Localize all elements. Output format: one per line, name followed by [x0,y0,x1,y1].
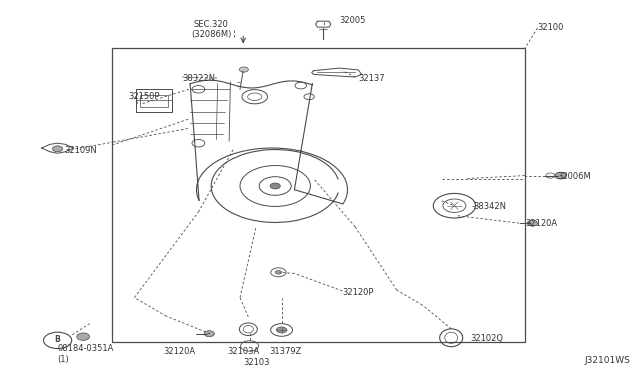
Bar [140,95,168,107]
Circle shape [275,270,282,274]
Bar [136,89,172,112]
Text: 32100: 32100 [538,23,564,32]
Text: 32103: 32103 [243,358,269,367]
Text: 32120P: 32120P [342,288,374,296]
Text: 31379Z: 31379Z [269,347,301,356]
Text: 38342N: 38342N [474,202,507,211]
Text: 08184-0351A
(1): 08184-0351A (1) [58,344,114,364]
Bar [112,48,525,342]
Text: 32005: 32005 [339,16,365,25]
Text: 32120A: 32120A [525,219,557,228]
Circle shape [270,183,280,189]
Text: 32102Q: 32102Q [470,334,504,343]
Text: 32109N: 32109N [64,146,97,155]
Text: 32103A: 32103A [227,347,259,356]
Circle shape [555,172,566,179]
Circle shape [276,327,287,333]
Text: 32150P: 32150P [128,92,159,101]
Circle shape [204,331,214,337]
Circle shape [52,146,63,152]
Text: 32137: 32137 [358,74,385,83]
Text: 38322N: 38322N [182,74,216,83]
Circle shape [239,67,248,72]
Text: 32120A: 32120A [163,347,195,356]
Text: B: B [55,335,60,344]
Text: SEC.320
(32086M): SEC.320 (32086M) [191,20,232,39]
Text: J32101WS: J32101WS [584,356,630,365]
Circle shape [527,220,538,226]
Text: 32006M: 32006M [557,172,591,181]
Circle shape [77,333,90,340]
